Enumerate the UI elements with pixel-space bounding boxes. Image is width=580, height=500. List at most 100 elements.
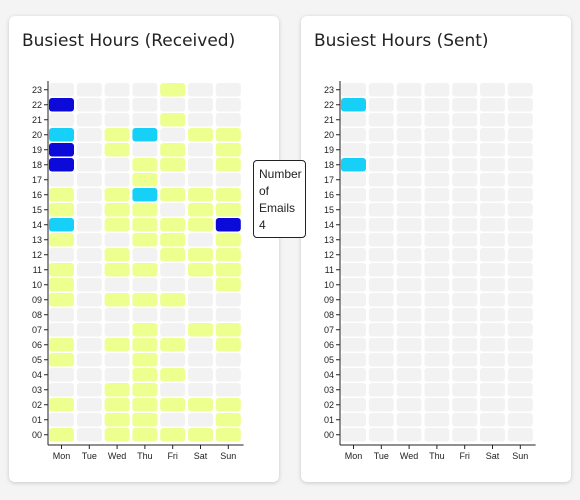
heatmap-cell[interactable]: [368, 368, 394, 382]
heatmap-cell[interactable]: [480, 113, 505, 127]
heatmap-cell[interactable]: [132, 383, 158, 397]
heatmap-cell[interactable]: [132, 143, 158, 157]
heatmap-cell[interactable]: [215, 188, 241, 202]
heatmap-cell[interactable]: [452, 83, 478, 97]
heatmap-cell[interactable]: [480, 368, 505, 382]
heatmap-cell[interactable]: [104, 128, 130, 142]
heatmap-cell[interactable]: [424, 233, 450, 247]
heatmap-cell[interactable]: [341, 113, 366, 127]
heatmap-cell[interactable]: [160, 323, 186, 337]
heatmap-cell[interactable]: [188, 98, 213, 112]
heatmap-cell[interactable]: [368, 218, 394, 232]
heatmap-cell[interactable]: [341, 83, 366, 97]
heatmap-cell[interactable]: [452, 413, 478, 427]
heatmap-cell[interactable]: [76, 308, 102, 322]
heatmap-cell[interactable]: [396, 338, 422, 352]
heatmap-cell[interactable]: [160, 98, 186, 112]
heatmap-cell[interactable]: [424, 383, 450, 397]
heatmap-cell[interactable]: [132, 218, 158, 232]
heatmap-cell[interactable]: [188, 293, 213, 307]
heatmap-cell[interactable]: [396, 113, 422, 127]
heatmap-cell[interactable]: [452, 113, 478, 127]
heatmap-cell[interactable]: [368, 188, 394, 202]
heatmap-cell[interactable]: [49, 263, 74, 277]
heatmap-cell[interactable]: [424, 158, 450, 172]
heatmap-cell[interactable]: [104, 338, 130, 352]
heatmap-cell[interactable]: [424, 413, 450, 427]
heatmap-cell[interactable]: [76, 83, 102, 97]
heatmap-cell[interactable]: [341, 173, 366, 187]
heatmap-cell[interactable]: [507, 158, 533, 172]
heatmap-cell[interactable]: [480, 143, 505, 157]
heatmap-cell[interactable]: [507, 413, 533, 427]
heatmap-cell[interactable]: [76, 218, 102, 232]
heatmap-cell[interactable]: [160, 338, 186, 352]
heatmap-cell[interactable]: [132, 293, 158, 307]
heatmap-cell[interactable]: [76, 278, 102, 292]
heatmap-cell[interactable]: [480, 218, 505, 232]
heatmap-cell[interactable]: [368, 233, 394, 247]
heatmap-cell[interactable]: [341, 428, 366, 442]
heatmap-cell[interactable]: [76, 428, 102, 442]
heatmap-cell[interactable]: [507, 368, 533, 382]
heatmap-cell[interactable]: [424, 338, 450, 352]
heatmap-cell[interactable]: [76, 338, 102, 352]
heatmap-cell[interactable]: [160, 278, 186, 292]
heatmap-cell[interactable]: [160, 203, 186, 217]
heatmap-cell[interactable]: [104, 278, 130, 292]
heatmap-cell[interactable]: [76, 233, 102, 247]
heatmap-cell[interactable]: [132, 338, 158, 352]
heatmap-cell[interactable]: [215, 353, 241, 367]
heatmap-cell[interactable]: [160, 188, 186, 202]
heatmap-cell[interactable]: [215, 143, 241, 157]
heatmap-cell[interactable]: [368, 308, 394, 322]
heatmap-cell[interactable]: [341, 398, 366, 412]
heatmap-cell[interactable]: [368, 383, 394, 397]
heatmap-cell[interactable]: [368, 83, 394, 97]
heatmap-cell[interactable]: [452, 353, 478, 367]
heatmap-cell[interactable]: [480, 248, 505, 262]
heatmap-cell[interactable]: [452, 248, 478, 262]
heatmap-cell[interactable]: [341, 338, 366, 352]
heatmap-cell[interactable]: [104, 113, 130, 127]
heatmap-cell[interactable]: [396, 368, 422, 382]
heatmap-cell[interactable]: [507, 338, 533, 352]
heatmap-cell[interactable]: [424, 203, 450, 217]
heatmap-cell[interactable]: [452, 338, 478, 352]
heatmap-cell[interactable]: [188, 188, 213, 202]
heatmap-cell[interactable]: [480, 173, 505, 187]
heatmap-cell[interactable]: [452, 293, 478, 307]
heatmap-cell[interactable]: [480, 188, 505, 202]
heatmap-cell[interactable]: [507, 143, 533, 157]
heatmap-cell[interactable]: [452, 428, 478, 442]
heatmap-cell[interactable]: [368, 338, 394, 352]
heatmap-cell[interactable]: [396, 158, 422, 172]
heatmap-cell[interactable]: [160, 248, 186, 262]
heatmap-cell[interactable]: [132, 98, 158, 112]
heatmap-cell[interactable]: [188, 308, 213, 322]
heatmap-cell[interactable]: [132, 83, 158, 97]
heatmap-cell[interactable]: [368, 353, 394, 367]
heatmap-cell[interactable]: [341, 383, 366, 397]
heatmap-cell[interactable]: [396, 278, 422, 292]
heatmap-cell[interactable]: [104, 203, 130, 217]
heatmap-cell[interactable]: [188, 263, 213, 277]
heatmap-cell[interactable]: [341, 203, 366, 217]
heatmap-cell[interactable]: [341, 308, 366, 322]
heatmap-cell[interactable]: [424, 353, 450, 367]
heatmap-cell[interactable]: [49, 113, 74, 127]
heatmap-cell[interactable]: [160, 233, 186, 247]
heatmap-cell[interactable]: [160, 128, 186, 142]
heatmap-cell[interactable]: [368, 413, 394, 427]
heatmap-cell[interactable]: [507, 203, 533, 217]
heatmap-cell[interactable]: [49, 203, 74, 217]
heatmap-cell[interactable]: [160, 173, 186, 187]
heatmap-cell[interactable]: [132, 353, 158, 367]
heatmap-cell[interactable]: [188, 128, 213, 142]
heatmap-cell[interactable]: [160, 83, 186, 97]
heatmap-cell[interactable]: [480, 428, 505, 442]
heatmap-cell[interactable]: [341, 293, 366, 307]
heatmap-cell[interactable]: [507, 278, 533, 292]
heatmap-cell[interactable]: [507, 248, 533, 262]
heatmap-cell[interactable]: [104, 158, 130, 172]
